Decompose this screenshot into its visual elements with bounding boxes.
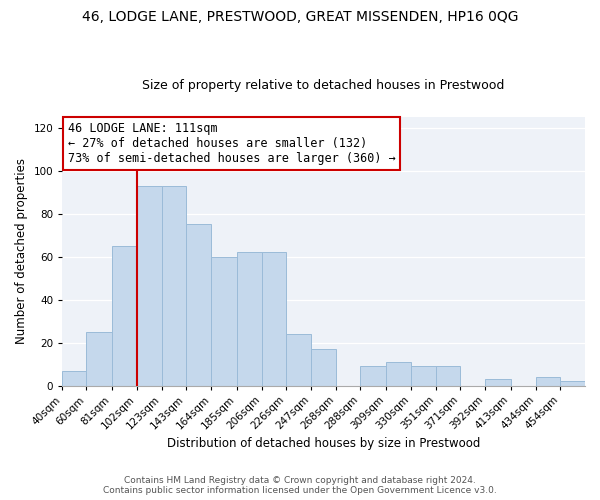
Bar: [112, 246, 137, 386]
Bar: [137, 186, 162, 386]
Bar: [262, 252, 286, 386]
Bar: [86, 332, 112, 386]
Bar: [485, 379, 511, 386]
Bar: [286, 334, 311, 386]
Bar: [411, 366, 436, 386]
Text: 46, LODGE LANE, PRESTWOOD, GREAT MISSENDEN, HP16 0QG: 46, LODGE LANE, PRESTWOOD, GREAT MISSEND…: [82, 10, 518, 24]
Title: Size of property relative to detached houses in Prestwood: Size of property relative to detached ho…: [142, 79, 505, 92]
Y-axis label: Number of detached properties: Number of detached properties: [15, 158, 28, 344]
Bar: [311, 349, 336, 386]
Text: 46 LODGE LANE: 111sqm
← 27% of detached houses are smaller (132)
73% of semi-det: 46 LODGE LANE: 111sqm ← 27% of detached …: [68, 122, 395, 165]
Bar: [211, 256, 236, 386]
Text: Contains HM Land Registry data © Crown copyright and database right 2024.
Contai: Contains HM Land Registry data © Crown c…: [103, 476, 497, 495]
Bar: [162, 186, 186, 386]
Bar: [536, 377, 560, 386]
Bar: [62, 370, 86, 386]
X-axis label: Distribution of detached houses by size in Prestwood: Distribution of detached houses by size …: [167, 437, 481, 450]
Bar: [560, 382, 585, 386]
Bar: [386, 362, 411, 386]
Bar: [361, 366, 386, 386]
Bar: [186, 224, 211, 386]
Bar: [436, 366, 460, 386]
Bar: [236, 252, 262, 386]
